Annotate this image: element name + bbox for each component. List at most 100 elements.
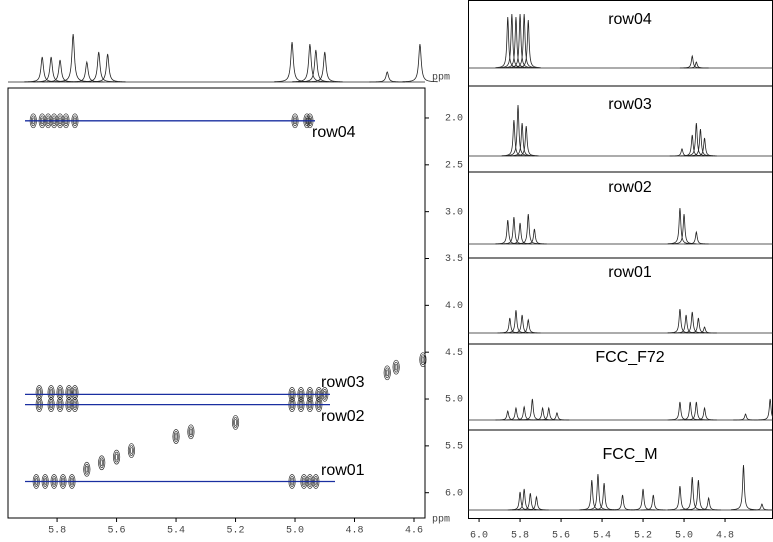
peak [511, 488, 537, 511]
x-tick-label: 5.2 [227, 526, 245, 537]
panel-title: row03 [608, 96, 652, 113]
contour-peak [188, 426, 194, 438]
contour-peak [384, 367, 390, 379]
contour-peak [48, 387, 54, 398]
peak [306, 51, 343, 83]
contour-peak [419, 352, 427, 368]
peak [692, 326, 717, 334]
peak [511, 13, 537, 69]
peak [507, 13, 533, 69]
peak [297, 49, 334, 83]
peak [749, 503, 773, 511]
contour-peak [173, 431, 179, 442]
peak [630, 488, 656, 511]
contour-peak [130, 447, 133, 454]
peak [667, 207, 693, 245]
panel-title: row02 [608, 179, 652, 196]
contour-peak [83, 461, 91, 477]
x-tick-label: 4.8 [716, 531, 734, 542]
panel-title: row04 [608, 11, 652, 28]
contour-peak [393, 361, 399, 373]
peak [513, 125, 539, 157]
peak [667, 401, 693, 421]
peak [684, 401, 709, 421]
panel-title: FCC_F72 [595, 349, 664, 366]
unit-label: ppm [432, 73, 450, 84]
peak [518, 493, 543, 511]
y-tick-label: 3.0 [445, 207, 463, 218]
x-tick-label: 5.4 [167, 526, 185, 537]
panel-title: row01 [608, 264, 652, 281]
peak [515, 318, 541, 334]
x-tick-label: 5.8 [48, 526, 66, 537]
x-tick-label: 6.0 [470, 531, 488, 542]
contour-peak [36, 387, 42, 398]
peak [292, 43, 328, 83]
contour-peak [115, 453, 118, 461]
peak [667, 308, 693, 334]
panel-title: FCC_M [602, 446, 657, 463]
peak [505, 104, 531, 157]
row-label: row01 [321, 462, 365, 479]
contour-peak [129, 445, 134, 456]
contour-peak [420, 354, 426, 366]
peak [68, 60, 105, 83]
y-tick-label: 4.5 [445, 348, 463, 359]
contour-peak [73, 389, 77, 396]
contour-peak [174, 433, 178, 440]
contour-peak [72, 387, 78, 398]
peak [731, 464, 756, 511]
peak [544, 411, 570, 421]
y-tick-label: 5.0 [445, 395, 463, 406]
contour-peak [233, 417, 238, 428]
peak [684, 61, 709, 69]
peak [503, 16, 529, 69]
peak [522, 228, 547, 245]
contour-peak [66, 387, 72, 398]
contour-peak [57, 387, 63, 398]
peak [524, 495, 549, 511]
peak [585, 473, 611, 511]
contour-peak [98, 455, 106, 471]
peak [684, 230, 709, 245]
row-label: row02 [321, 408, 365, 425]
row-label: row03 [321, 374, 365, 391]
contour-peak [84, 463, 90, 475]
contour-peak [114, 451, 119, 463]
contour-peak [187, 424, 195, 440]
peak [696, 496, 721, 511]
contour-peak [58, 389, 62, 396]
peak [686, 479, 711, 511]
contour-peak [394, 363, 398, 371]
contour-peak [385, 369, 389, 377]
x-tick-label: 5.2 [634, 531, 652, 542]
x-tick-label: 5.8 [511, 531, 529, 542]
y-tick-label: 6.0 [445, 488, 463, 499]
x-tick-label: 5.6 [108, 526, 126, 537]
contour-peak [234, 419, 237, 426]
contour-peak [383, 365, 391, 381]
x-tick-label: 5.6 [552, 531, 570, 542]
peak [497, 317, 523, 334]
y-tick-label: 3.5 [445, 254, 463, 265]
contour-peak [100, 459, 104, 467]
x-tick-label: 5.4 [593, 531, 611, 542]
contour-peak [127, 443, 135, 458]
peak [507, 491, 533, 511]
peak [536, 406, 562, 421]
contour-peak [37, 389, 41, 396]
peak [274, 41, 310, 83]
peak [733, 413, 758, 421]
x-tick-label: 4.8 [346, 526, 364, 537]
x-tick-label: 5.0 [286, 526, 304, 537]
contour-peak [85, 465, 89, 473]
peak [679, 54, 705, 69]
contour-peak [99, 457, 105, 469]
peak [667, 485, 693, 511]
contour-peak [189, 428, 193, 436]
peak [80, 51, 117, 83]
peak [757, 398, 773, 421]
contour-peak [67, 389, 71, 396]
